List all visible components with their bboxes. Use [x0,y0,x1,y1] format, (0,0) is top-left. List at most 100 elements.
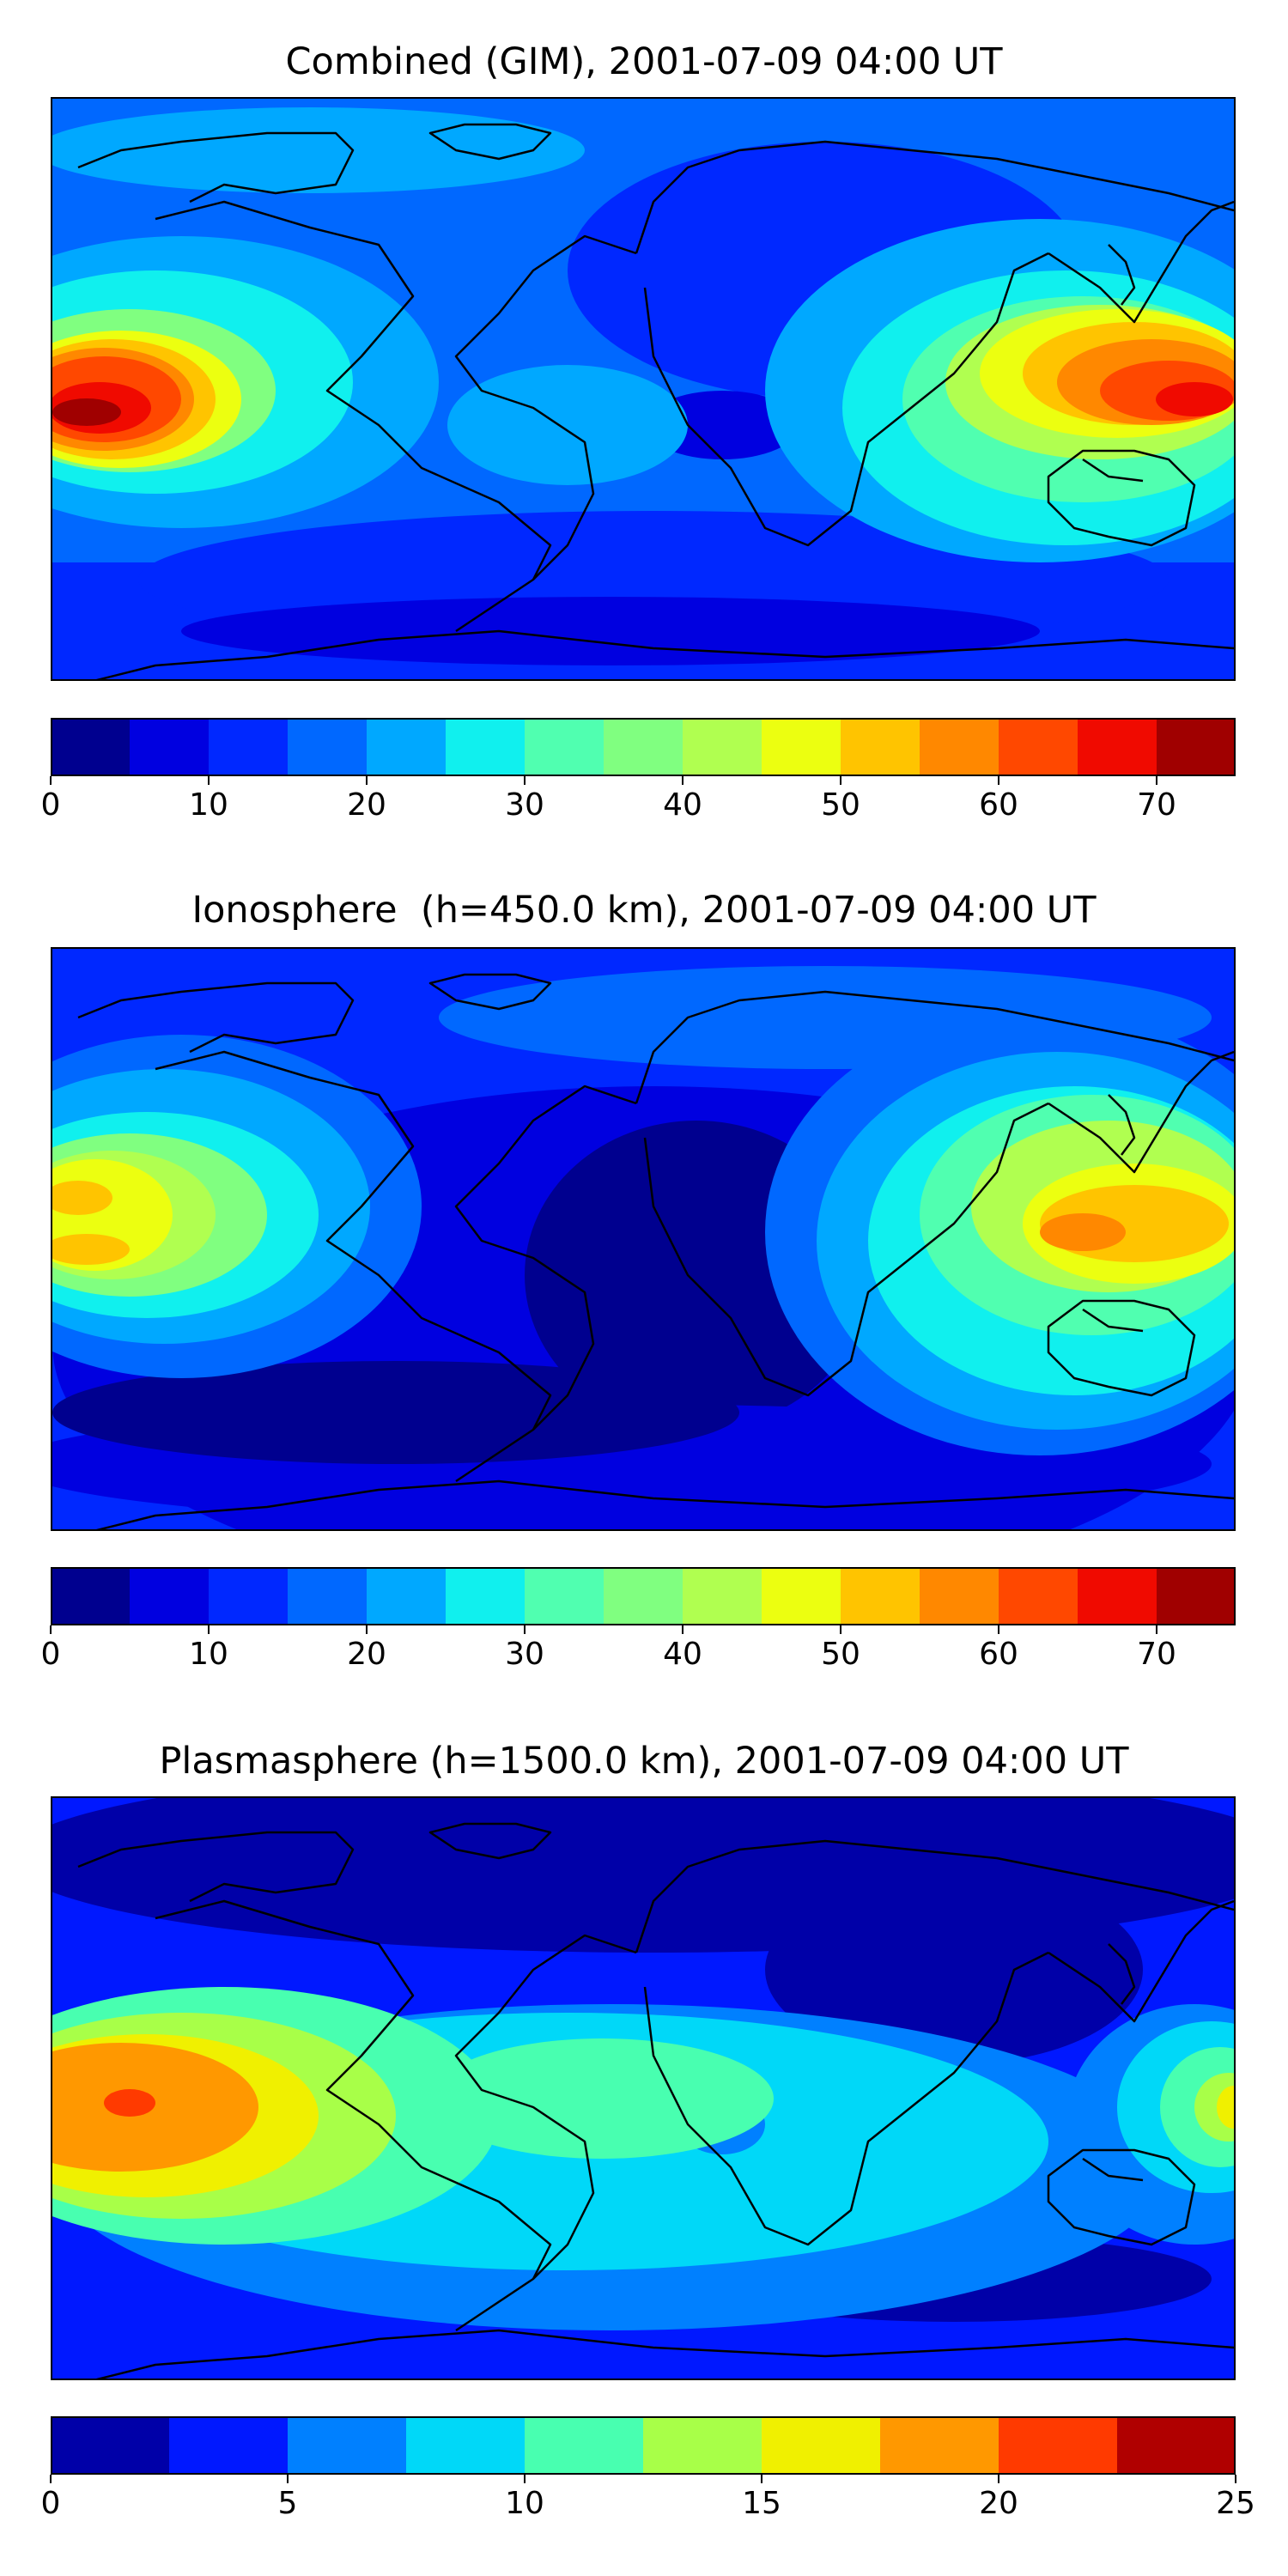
colorbar-band [169,2416,289,2475]
colorbar-tick-mark [998,2475,999,2483]
colorbar-tick-label: 10 [505,2486,544,2521]
colorbar-band [841,718,920,776]
colorbar-tick-label: 70 [1137,1637,1176,1672]
colorbar-tick-label: 50 [821,787,860,823]
colorbar-tick-label: 70 [1137,787,1176,823]
colorbar-band [288,2416,407,2475]
colorbar-band [999,2416,1118,2475]
colorbar-tick-label: 40 [663,787,702,823]
colorbar-tick-mark [998,776,999,785]
colorbar-tick-mark [1235,2475,1236,2483]
colorbar-bands [51,1567,1236,1625]
colorbar-tick-mark [208,1625,210,1634]
map-title-plasmasphere: Plasmasphere (h=1500.0 km), 2001-07-09 0… [159,1740,1129,1783]
colorbar-tick-label: 10 [189,787,228,823]
colorbar-band [446,1567,526,1625]
colorbar-band [130,1567,210,1625]
colorbar-band [920,1567,999,1625]
colorbar-band [999,718,1078,776]
colorbar-band [999,1567,1078,1625]
colorbar-combined [51,718,1236,776]
colorbar-band [1078,1567,1157,1625]
colorbar-tick-mark [50,1625,52,1634]
colorbar-tick-label: 5 [277,2486,298,2521]
colorbar-tick-label: 10 [189,1637,228,1672]
colorbar-tick-mark [366,1625,368,1634]
colorbar-band [367,1567,447,1625]
colorbar-band [406,2416,526,2475]
colorbar-frame [51,2416,1236,2475]
colorbar-band [130,718,210,776]
colorbar-tick-mark [840,1625,841,1634]
colorbar-band [446,718,526,776]
colorbar-band [288,718,368,776]
colorbar-tick-mark [50,2475,52,2483]
colorbar-band [880,2416,999,2475]
tec-map-ionosphere [51,947,1236,1531]
colorbar-tick-label: 30 [505,1637,544,1672]
colorbar-band [51,2416,170,2475]
colorbar-tick-mark [524,1625,526,1634]
map-title-ionosphere: Ionosphere (h=450.0 km), 2001-07-09 04:0… [191,889,1097,932]
colorbar-band [1157,1567,1236,1625]
colorbar-frame [51,718,1236,776]
colorbar-tick-label: 20 [347,787,386,823]
colorbar-tick-label: 30 [505,787,544,823]
colorbar-tick-mark [682,776,683,785]
colorbar-tick-mark [1156,776,1157,785]
colorbar-tick-mark [524,2475,526,2483]
colorbar-tick-mark [761,2475,762,2483]
colorbar-band [604,718,683,776]
colorbar-tick-label: 20 [347,1637,386,1672]
colorbar-band [525,2416,644,2475]
colorbar-band [525,1567,605,1625]
colorbar-tick-mark [50,776,52,785]
colorbar-plasmasphere [51,2416,1236,2475]
colorbar-band [841,1567,920,1625]
colorbar-band [51,718,131,776]
colorbar-band [51,1567,131,1625]
colorbar-tick-label: 60 [979,787,1018,823]
tec-contour-field [52,949,1234,1529]
colorbar-band [920,718,999,776]
colorbar-tick-label: 15 [742,2486,781,2521]
colorbar-tick-mark [366,776,368,785]
colorbar-tick-label: 25 [1216,2486,1255,2521]
tec-contour-field [52,1798,1234,2379]
tec-map-combined [51,97,1236,681]
colorbar-tick-mark [1156,1625,1157,1634]
colorbar-band [762,718,841,776]
colorbar-tick-mark [682,1625,683,1634]
colorbar-band [1078,718,1157,776]
colorbar-ionosphere [51,1567,1236,1625]
colorbar-band [604,1567,683,1625]
tec-map-plasmasphere [51,1796,1236,2380]
colorbar-band [762,1567,841,1625]
colorbar-band [1117,2416,1236,2475]
colorbar-band [209,718,289,776]
colorbar-tick-label: 60 [979,1637,1018,1672]
map-title-combined: Combined (GIM), 2001-07-09 04:00 UT [285,40,1003,83]
colorbar-bands [51,2416,1236,2475]
colorbar-tick-mark [208,776,210,785]
colorbar-tick-label: 0 [40,787,61,823]
tec-contour-field [52,99,1234,679]
colorbar-band [367,718,447,776]
colorbar-band [525,718,605,776]
colorbar-band [288,1567,368,1625]
colorbar-band [683,1567,762,1625]
colorbar-tick-mark [840,776,841,785]
colorbar-band [209,1567,289,1625]
colorbar-tick-label: 20 [979,2486,1018,2521]
colorbar-tick-label: 0 [40,2486,61,2521]
colorbar-tick-label: 50 [821,1637,860,1672]
colorbar-tick-mark [998,1625,999,1634]
colorbar-band [1157,718,1236,776]
colorbar-bands [51,718,1236,776]
colorbar-tick-mark [524,776,526,785]
colorbar-band [643,2416,762,2475]
colorbar-band [762,2416,881,2475]
colorbar-frame [51,1567,1236,1625]
colorbar-band [683,718,762,776]
colorbar-tick-label: 40 [663,1637,702,1672]
